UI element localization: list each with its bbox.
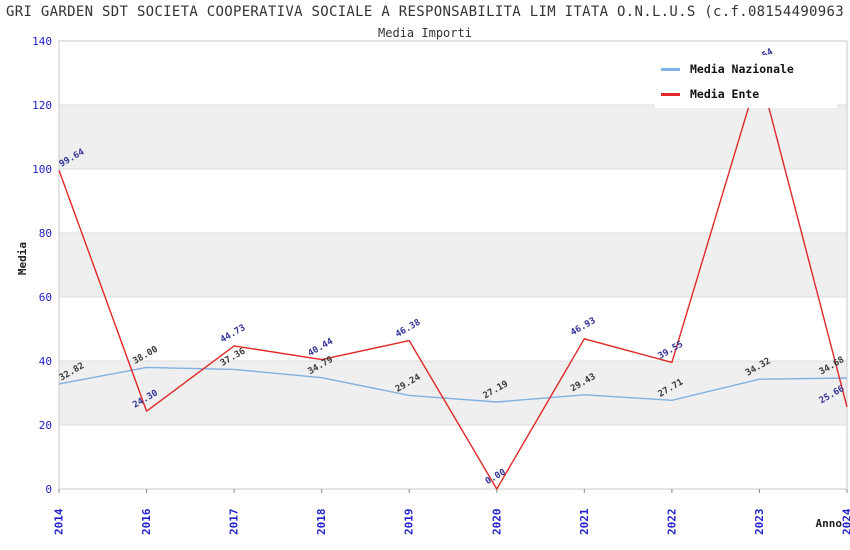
legend: Media Nazionale Media Ente bbox=[655, 55, 837, 108]
legend-swatch-media-ente bbox=[661, 92, 680, 96]
x-tick-label: 2016 bbox=[140, 508, 153, 535]
x-tick-label: 2020 bbox=[490, 509, 503, 536]
point-label: 0.00 bbox=[484, 468, 508, 488]
point-label: 46.38 bbox=[394, 318, 422, 340]
y-axis-label: Media bbox=[16, 241, 30, 276]
x-tick-label: 2018 bbox=[315, 509, 328, 536]
plot-band bbox=[59, 105, 847, 169]
series-line-1 bbox=[58, 70, 848, 490]
chart-title: GRI GARDEN SDT SOCIETA COOPERATIVA SOCIA… bbox=[6, 4, 844, 20]
x-tick-label: 2014 bbox=[53, 508, 66, 535]
legend-label-media-ente: Media Ente bbox=[690, 87, 760, 101]
x-tick-label: 2019 bbox=[403, 509, 416, 536]
y-tick-label: 0 bbox=[45, 483, 52, 496]
plot-band bbox=[59, 233, 847, 297]
y-tick-label: 120 bbox=[32, 99, 52, 112]
legend-item-media-ente: Media Ente bbox=[661, 87, 831, 101]
y-tick-label: 80 bbox=[39, 227, 52, 240]
point-label: 46.93 bbox=[569, 316, 597, 338]
series-line-0 bbox=[58, 366, 848, 403]
y-tick-label: 40 bbox=[39, 355, 52, 368]
legend-label-media-nazionale: Media Nazionale bbox=[690, 62, 794, 76]
x-tick-label: 2024 bbox=[841, 508, 850, 535]
point-label: 44.73 bbox=[219, 323, 247, 345]
y-tick-label: 100 bbox=[32, 163, 52, 176]
legend-item-media-nazionale: Media Nazionale bbox=[661, 62, 831, 76]
x-tick-label: 2021 bbox=[578, 508, 591, 535]
x-tick-label: 2023 bbox=[753, 509, 766, 536]
point-label: 39.55 bbox=[657, 340, 685, 362]
point-label: 40.44 bbox=[306, 336, 335, 358]
legend-swatch-media-nazionale bbox=[661, 67, 680, 71]
x-tick-label: 2022 bbox=[665, 509, 678, 536]
y-tick-label: 20 bbox=[39, 419, 52, 432]
plot-border bbox=[58, 40, 848, 490]
y-tick-label: 140 bbox=[32, 35, 52, 48]
chart-subtitle: Media Importi bbox=[378, 26, 472, 40]
x-axis-label: Anno bbox=[815, 517, 843, 530]
y-tick-label: 60 bbox=[39, 291, 52, 304]
x-tick-label: 2017 bbox=[228, 509, 241, 536]
